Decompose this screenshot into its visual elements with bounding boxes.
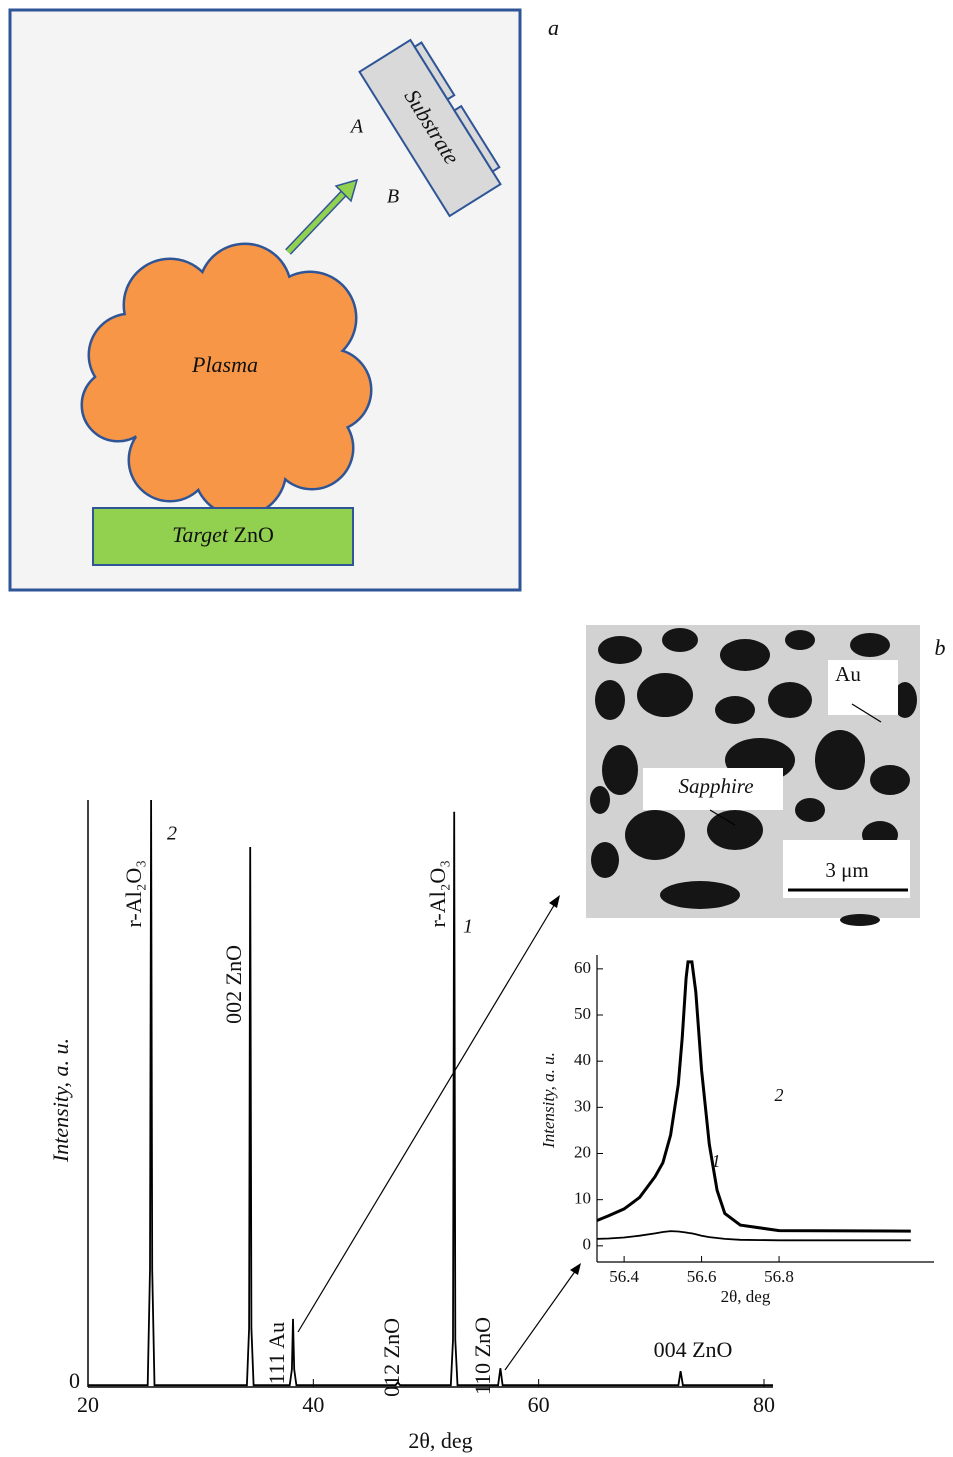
peak-label: 002 ZnO — [221, 945, 246, 1024]
data-line — [597, 1231, 911, 1240]
grain — [707, 810, 763, 850]
y-tick-label: 40 — [574, 1050, 591, 1069]
y-tick-label: 60 — [574, 958, 591, 977]
grain — [715, 696, 755, 724]
scale-label: 3 μm — [825, 858, 868, 882]
cloud-fill — [130, 420, 210, 500]
panel-label: a — [548, 15, 559, 40]
peak-label: r-Al₂O₃ — [425, 860, 450, 927]
x-tick-label: 56.6 — [687, 1267, 717, 1286]
peak-label: 012 ZnO — [379, 1318, 404, 1397]
y-tick-label: 0 — [69, 1368, 80, 1393]
electrode-label: B — [387, 186, 399, 208]
peak-label: 110 ZnO — [470, 1317, 495, 1395]
grain — [595, 680, 625, 720]
grain — [591, 842, 619, 878]
x-tick-label: 20 — [77, 1392, 99, 1417]
y-axis-label: Intensity, a. u. — [48, 1038, 73, 1163]
x-tick-label: 80 — [753, 1392, 775, 1417]
grain — [602, 745, 638, 795]
peak-label: r-Al₂O₃ — [121, 860, 146, 927]
au-label: Au — [835, 662, 861, 686]
grain — [850, 633, 890, 657]
y-tick-label: 30 — [574, 1096, 591, 1115]
sapphire-label: Sapphire — [678, 774, 753, 798]
figure: a Substrate A B Plasma Target ZnO b Au S… — [0, 0, 953, 1457]
connector — [505, 1270, 576, 1370]
target-label: Target ZnO — [172, 522, 274, 547]
connector — [298, 902, 556, 1332]
y-tick-label: 0 — [583, 1235, 592, 1254]
cloud-fill — [125, 260, 215, 350]
peak-label: 111 Au — [264, 1322, 289, 1385]
x-tick-label: 56.4 — [609, 1267, 639, 1286]
grain — [660, 881, 740, 909]
grain — [815, 730, 865, 790]
peak-label: 2 — [167, 823, 177, 845]
x-tick-label: 60 — [528, 1392, 550, 1417]
grain — [637, 673, 693, 717]
target-material: ZnO — [234, 522, 274, 547]
y-tick-label: 50 — [574, 1004, 591, 1023]
panel-label: b — [935, 635, 946, 660]
grain — [768, 682, 812, 718]
cloud-fill — [265, 273, 355, 363]
grain — [840, 914, 880, 926]
connector-head — [549, 895, 560, 908]
data-line — [597, 962, 911, 1231]
grain — [785, 630, 815, 650]
x-tick-label: 56.8 — [764, 1267, 794, 1286]
x-tick-label: 40 — [302, 1392, 324, 1417]
grain — [625, 810, 685, 860]
connector-head — [570, 1263, 581, 1275]
grain — [598, 636, 642, 664]
cloud-fill — [83, 370, 153, 440]
grain — [590, 786, 610, 814]
page: {"panel_a": {"label": "a", "substrate": … — [0, 0, 953, 1457]
x-axis-label: 2θ, deg — [408, 1428, 472, 1453]
y-axis-label: Intensity, a. u. — [539, 1052, 558, 1149]
grain — [662, 628, 698, 652]
y-tick-label: 10 — [574, 1189, 591, 1208]
curve-label: 1 — [712, 1151, 721, 1171]
peak-label: 1 — [463, 916, 473, 938]
grain — [870, 765, 910, 795]
y-tick-label: 20 — [574, 1142, 591, 1161]
electrode-label: A — [349, 116, 364, 138]
grain — [795, 798, 825, 822]
curve-label: 2 — [775, 1085, 784, 1105]
plasma-label: Plasma — [191, 352, 258, 377]
peak-label: 004 ZnO — [654, 1337, 733, 1362]
grain — [720, 639, 770, 671]
target-word: Target — [172, 522, 229, 547]
x-axis-label: 2θ, deg — [721, 1287, 771, 1306]
